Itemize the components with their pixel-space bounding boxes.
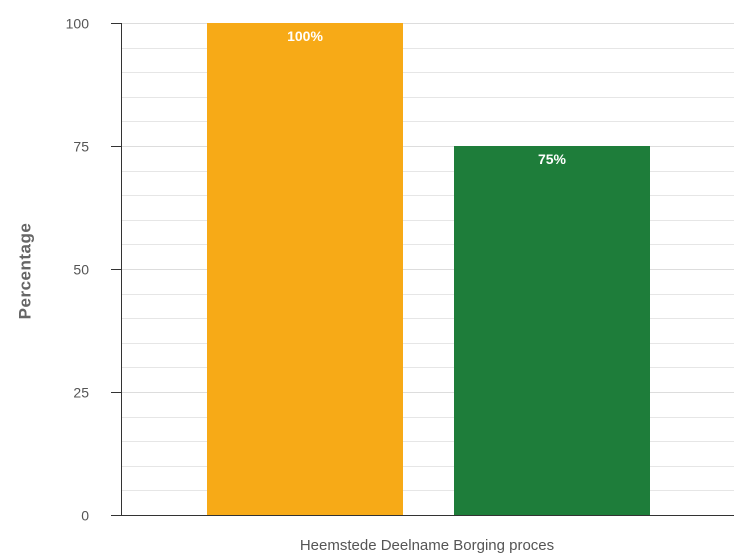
y-tick-label: 25 [73,385,89,401]
bar-data-label-1: 100% [287,28,323,44]
y-tick-label: 75 [73,139,89,155]
y-axis-title: Percentage [15,223,34,320]
data-labels: 100% 75% [287,28,566,167]
bar-series-1[interactable] [207,23,403,515]
x-category-label: Heemstede Deelname Borging proces [300,537,554,554]
y-axis-ticks: 0 25 50 75 100 [66,16,121,524]
bar-series-2[interactable] [454,146,650,515]
bars [207,23,650,515]
y-tick-label: 0 [81,508,89,524]
y-tick-label: 100 [66,16,90,32]
bar-data-label-2: 75% [538,151,567,167]
y-tick-label: 50 [73,262,89,278]
axes [121,23,734,516]
